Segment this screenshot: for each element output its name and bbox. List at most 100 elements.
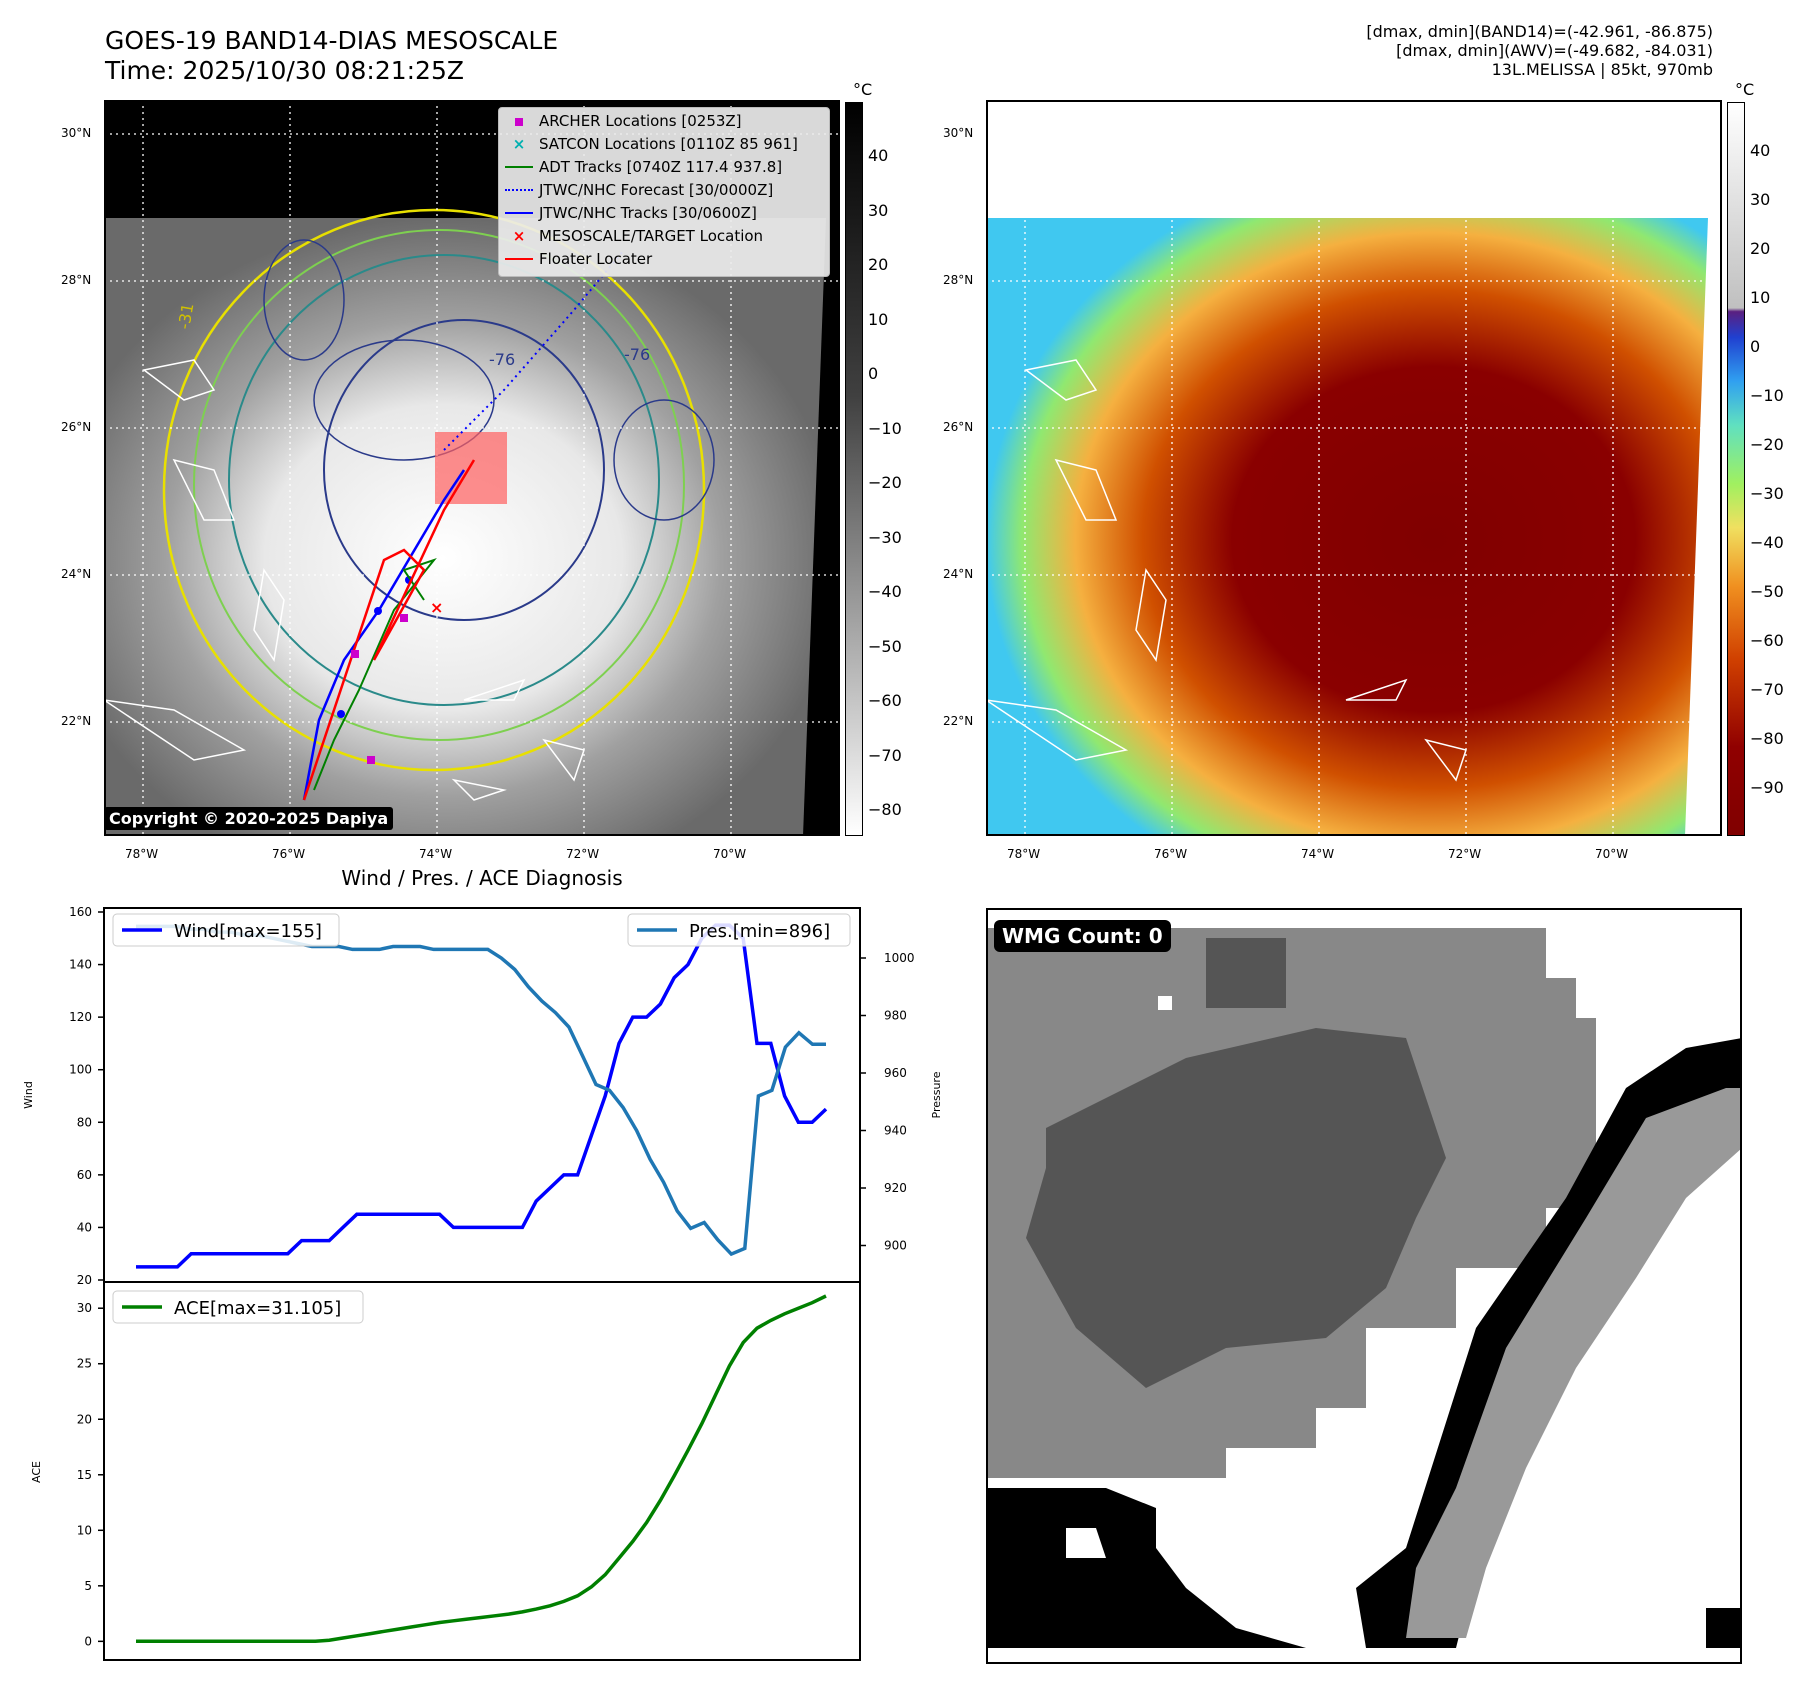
legend-floater: Floater Locater [499, 250, 652, 268]
pressure-legend-label: Pres.[min=896] [689, 921, 830, 942]
lat-label: 28°N [61, 273, 92, 287]
awv-colorbar-tick: 10 [1750, 288, 1771, 307]
axis-tick-label: 5 [84, 1579, 92, 1593]
wind-series-line [136, 923, 828, 1269]
awv-map-frame [986, 100, 1722, 836]
lat-label: 26°N [943, 420, 974, 434]
legend-satcon: × SATCON Locations [0110Z 85 961] [512, 135, 798, 153]
archer-marker [351, 650, 359, 658]
pressure-axis-label: Pressure [930, 1071, 943, 1118]
lat-label: 28°N [943, 273, 974, 287]
awv-colorbar-tick: 40 [1750, 141, 1771, 160]
ir-colorbar-tick: 30 [868, 200, 889, 220]
lat-label: 22°N [943, 714, 974, 728]
band14-range: [dmax, dmin](BAND14)=(-42.961, -86.875) [1366, 22, 1713, 41]
awv-range: [dmax, dmin](AWV)=(-49.682, -84.031) [1396, 41, 1713, 60]
axis-tick-label: 940 [884, 1124, 907, 1138]
wmg-dark-region [1026, 1028, 1446, 1388]
axis-tick-label: 15 [77, 1468, 92, 1482]
lon-label: 78°W [125, 847, 159, 861]
axis-tick-label: 920 [884, 1181, 907, 1195]
legend-target: × MESOSCALE/TARGET Location [512, 227, 764, 245]
storm-status: 13L.MELISSA | 85kt, 970mb [1491, 60, 1713, 79]
wmg-frame [986, 908, 1742, 1664]
axis-tick-label: 140 [69, 958, 92, 972]
ir-colorbar-tick: 10 [868, 309, 889, 329]
contour-navy [323, 319, 605, 621]
axis-tick-label: 40 [77, 1220, 92, 1234]
contour-label: -76 [624, 345, 650, 364]
target-marker: × [430, 598, 443, 617]
wind-legend: Wind[max=155] [112, 913, 340, 947]
lon-label: 76°W [272, 847, 306, 861]
axis-tick-label: 900 [884, 1239, 907, 1253]
awv-colorbar-tick: −50 [1750, 582, 1784, 601]
contour-teal [228, 254, 660, 706]
lat-label: 24°N [943, 567, 974, 581]
lat-label: 24°N [61, 567, 92, 581]
wind-legend-label: Wind[max=155] [174, 921, 322, 942]
ir-colorbar-tick: −40 [868, 582, 902, 601]
awv-colorbar-tick: −70 [1750, 680, 1784, 699]
ir-colorbar-tick: 40 [868, 146, 889, 165]
coastline [104, 359, 585, 801]
storm-info: [dmax, dmin](BAND14)=(-42.961, -86.875) … [1366, 22, 1713, 79]
awv-colorbar-tick: −60 [1750, 631, 1784, 650]
axis-tick-label: 25 [77, 1357, 92, 1371]
lon-label: 74°W [419, 847, 453, 861]
lon-label: 78°W [1007, 847, 1041, 861]
legend-nhc-track: JTWC/NHC Tracks [30/0600Z] [499, 204, 757, 222]
axis-tick-label: 160 [69, 905, 92, 919]
awv-colorbar-tick: −90 [1750, 778, 1784, 797]
contour-label: -31 [174, 302, 197, 331]
awv-colorbar-tick: 20 [1750, 239, 1771, 258]
ir-colorbar-tick: −10 [868, 418, 902, 438]
awv-colorbar-tick: −30 [1750, 484, 1784, 503]
ir-colorbar-tick: −60 [868, 691, 902, 710]
ir-colorbar-unit: °C [853, 80, 873, 99]
wmg-lightgray-band [1406, 1088, 1742, 1638]
ir-colorbar-tick: −70 [868, 745, 902, 765]
floater-track [302, 459, 476, 801]
diagnosis-title: Wind / Pres. / ACE Diagnosis [341, 866, 623, 890]
axis-tick-label: 960 [884, 1066, 907, 1080]
axis-tick-label: 1000 [884, 951, 915, 965]
chart-title: GOES-19 BAND14-DIAS MESOSCALE Time: 2025/… [105, 26, 559, 85]
contour-green [193, 229, 685, 741]
lon-label: 70°W [713, 847, 747, 861]
ace-series-line [136, 1294, 827, 1644]
lat-label: 26°N [61, 420, 92, 434]
axis-tick-label: 0 [84, 1634, 92, 1648]
lon-label: 72°W [566, 847, 600, 861]
axis-tick-label: 10 [77, 1523, 92, 1537]
axis-tick-label: 20 [77, 1412, 92, 1426]
awv-colorbar-unit: °C [1735, 80, 1755, 99]
lon-label: 76°W [1154, 847, 1188, 861]
map-legend: ARCHER Locations [0253Z] × SATCON Locatio… [498, 107, 830, 277]
ir-colorbar-tick: −20 [868, 473, 902, 492]
axis-tick-label: 80 [77, 1115, 92, 1129]
ir-colorbar-tick: −30 [868, 527, 902, 547]
contour-yellow [162, 208, 706, 772]
copyright-label: Copyright © 2020-2025 Dapiya [104, 807, 394, 830]
axis-tick-label: 120 [69, 1010, 92, 1024]
awv-colorbar-tick: −80 [1750, 729, 1784, 748]
lat-label: 22°N [61, 714, 92, 728]
lat-label: 30°N [943, 126, 974, 140]
ir-colorbar-tick: −80 [868, 800, 902, 819]
ace-axis-label: ACE [30, 1461, 43, 1483]
ace-legend-label: ACE[max=31.105] [174, 1298, 341, 1319]
awv-colorbar-tick: 0 [1750, 337, 1761, 356]
ir-colorbar-tick: 20 [868, 255, 889, 274]
lat-label: 30°N [61, 126, 92, 140]
wmg-count-badge: WMG Count: 0 [994, 920, 1171, 952]
coastline [986, 359, 1467, 782]
ace-legend: ACE[max=31.105] [112, 1290, 364, 1324]
axis-tick-label: 30 [77, 1301, 92, 1315]
ace-frame [103, 1281, 861, 1661]
lon-label: 74°W [1301, 847, 1335, 861]
contour-label: -76 [489, 350, 515, 369]
ir-colorbar-tick: 0 [868, 364, 879, 383]
awv-colorbar-tick: −20 [1750, 435, 1784, 454]
